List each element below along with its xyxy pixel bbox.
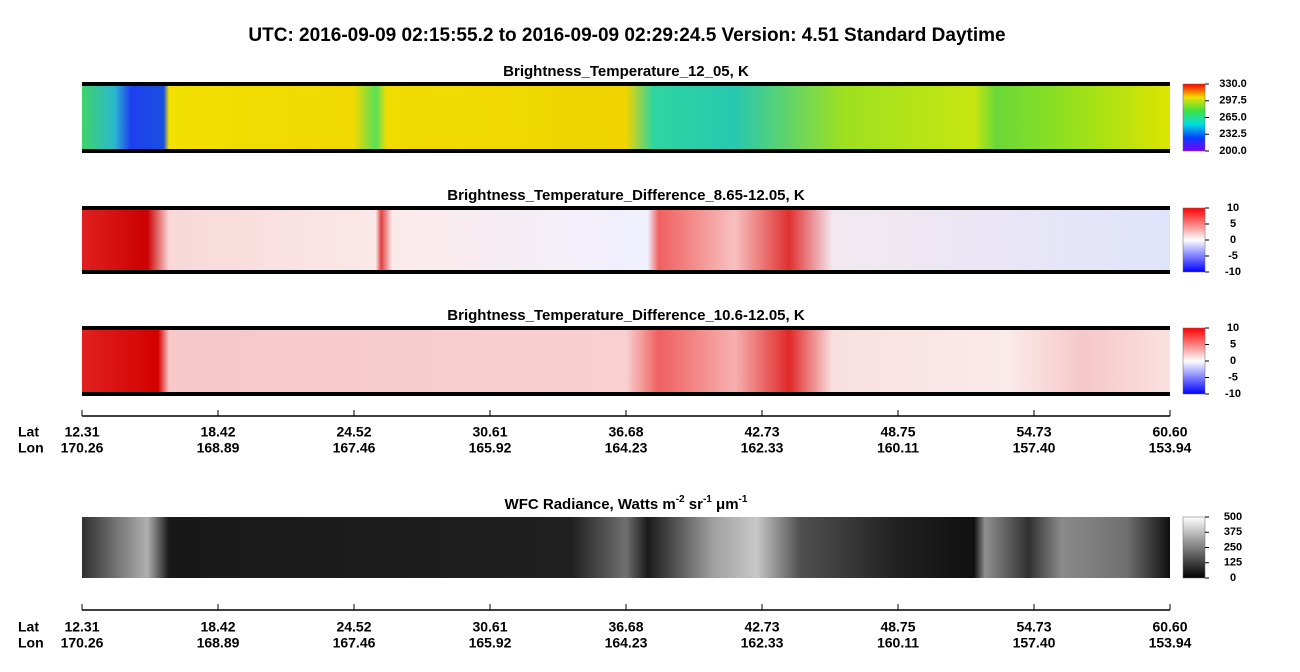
swath-edge: [82, 326, 1170, 330]
swath-image: [82, 208, 1170, 272]
lon-tick-label: 153.94: [1149, 440, 1192, 456]
lon-tick-label: 170.26: [61, 440, 104, 456]
colorbar-label: 330.0: [1219, 78, 1247, 90]
lat-tick-label: 18.42: [200, 619, 235, 635]
title-part: sr: [685, 496, 704, 513]
lat-tick-label: 48.75: [880, 424, 915, 440]
lon-tick-label: 162.33: [741, 635, 784, 651]
lon-tick-label: 164.23: [605, 635, 648, 651]
colorbar-label: 5: [1230, 338, 1236, 350]
lat-label: Lat: [18, 619, 39, 635]
lat-label: Lat: [18, 424, 39, 440]
swath-image: [82, 517, 1170, 578]
swath-edge: [82, 149, 1170, 153]
colorbar-label: -5: [1228, 250, 1238, 262]
swath-edge: [82, 206, 1170, 210]
lon-tick-label: 167.46: [333, 440, 376, 456]
lon-tick-label: 168.89: [197, 635, 240, 651]
lon-tick-label: 170.26: [61, 635, 104, 651]
colorbar: [1182, 516, 1206, 579]
lat-tick-label: 30.61: [472, 619, 507, 635]
colorbar-label: 200.0: [1219, 145, 1247, 157]
title-part: μm: [712, 496, 739, 513]
colorbar-label: 232.5: [1219, 128, 1247, 140]
lon-tick-label: 157.40: [1013, 440, 1056, 456]
lon-tick-label: 162.33: [741, 440, 784, 456]
lon-tick-label: 168.89: [197, 440, 240, 456]
lat-tick-label: 36.68: [608, 424, 643, 440]
swath-edge: [82, 270, 1170, 274]
swath-edge: [82, 392, 1170, 396]
colorbar-label: 10: [1227, 202, 1239, 214]
colorbar: [1182, 207, 1206, 273]
swath-image: [82, 84, 1170, 151]
lon-tick-label: 160.11: [877, 440, 919, 456]
panel-title: Brightness_Temperature_Difference_8.65-1…: [447, 187, 805, 204]
lat-tick-label: 60.60: [1152, 619, 1187, 635]
colorbar-label: 500: [1224, 511, 1242, 523]
colorbar-label: -5: [1228, 371, 1238, 383]
lat-tick-label: 42.73: [744, 424, 779, 440]
swath-image: [82, 328, 1170, 394]
title-part: -1: [703, 494, 712, 505]
title-part: -1: [739, 494, 748, 505]
lon-label: Lon: [18, 635, 44, 651]
colorbar-label: 375: [1224, 526, 1242, 538]
lat-tick-label: 36.68: [608, 619, 643, 635]
lat-tick-label: 24.52: [336, 424, 371, 440]
lon-tick-label: 157.40: [1013, 635, 1056, 651]
colorbar: [1182, 83, 1206, 152]
panel-title: Brightness_Temperature_12_05, K: [503, 63, 749, 80]
lat-tick-label: 54.73: [1016, 424, 1051, 440]
lat-tick-label: 60.60: [1152, 424, 1187, 440]
figure-title: UTC: 2016-09-09 02:15:55.2 to 2016-09-09…: [248, 25, 1005, 46]
title-part: WFC Radiance, Watts m: [505, 496, 676, 513]
lat-tick-label: 42.73: [744, 619, 779, 635]
colorbar-label: 5: [1230, 218, 1236, 230]
colorbar-label: 297.5: [1219, 95, 1247, 107]
colorbar-label: -10: [1225, 388, 1241, 400]
lat-tick-label: 18.42: [200, 424, 235, 440]
lon-tick-label: 164.23: [605, 440, 648, 456]
colorbar-label: 0: [1230, 234, 1236, 246]
swath-edge: [82, 82, 1170, 86]
lat-tick-label: 12.31: [64, 424, 99, 440]
lon-label: Lon: [18, 440, 44, 456]
colorbar-label: 125: [1224, 557, 1242, 569]
colorbar: [1182, 327, 1206, 395]
lon-tick-label: 167.46: [333, 635, 376, 651]
lat-tick-label: 30.61: [472, 424, 507, 440]
colorbar-label: 250: [1224, 541, 1242, 553]
lat-tick-label: 24.52: [336, 619, 371, 635]
title-part: -2: [676, 494, 685, 505]
panel-title: Brightness_Temperature_Difference_10.6-1…: [447, 307, 805, 324]
colorbar-label: -10: [1225, 266, 1241, 278]
colorbar-label: 10: [1227, 322, 1239, 334]
lat-tick-label: 12.31: [64, 619, 99, 635]
colorbar-label: 0: [1230, 355, 1236, 367]
colorbar-label: 0: [1230, 572, 1236, 584]
lon-tick-label: 153.94: [1149, 635, 1192, 651]
colorbar-label: 265.0: [1219, 111, 1247, 123]
lon-tick-label: 160.11: [877, 635, 919, 651]
lon-tick-label: 165.92: [469, 635, 512, 651]
lat-tick-label: 48.75: [880, 619, 915, 635]
panel-title: WFC Radiance, Watts m-2 sr-1 μm-1: [505, 494, 748, 513]
lon-tick-label: 165.92: [469, 440, 512, 456]
lat-tick-label: 54.73: [1016, 619, 1051, 635]
